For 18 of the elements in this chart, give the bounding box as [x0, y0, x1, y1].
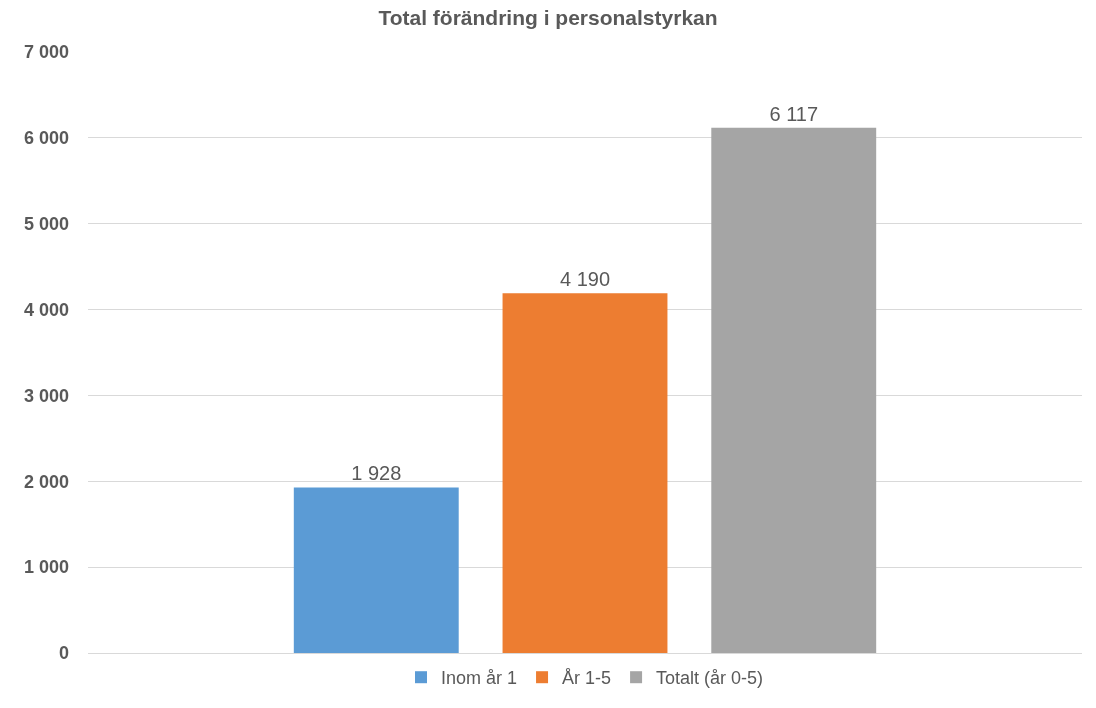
y-tick-label: 1 000 — [23, 557, 69, 578]
bar — [502, 293, 668, 653]
y-tick-label: 7 000 — [23, 42, 69, 63]
legend-label: År 1-5 — [562, 668, 612, 689]
y-tick-label: 6 000 — [23, 128, 69, 149]
data-label: 6 117 — [769, 102, 819, 125]
legend-label: Inom år 1 — [441, 668, 518, 689]
y-tick-label: 5 000 — [23, 214, 69, 235]
bar — [293, 487, 459, 653]
legend-label: Totalt (år 0-5) — [656, 668, 764, 689]
y-tick-label: 2 000 — [23, 471, 69, 492]
data-label: 1 928 — [351, 462, 402, 485]
y-tick-label: 3 000 — [23, 385, 69, 406]
data-label: 4 190 — [559, 268, 611, 291]
chart-title: Total förändring i personalstyrkan — [378, 6, 718, 30]
y-tick-label: 4 000 — [23, 299, 69, 320]
bar — [711, 127, 877, 653]
y-tick-label: 0 — [58, 643, 69, 664]
